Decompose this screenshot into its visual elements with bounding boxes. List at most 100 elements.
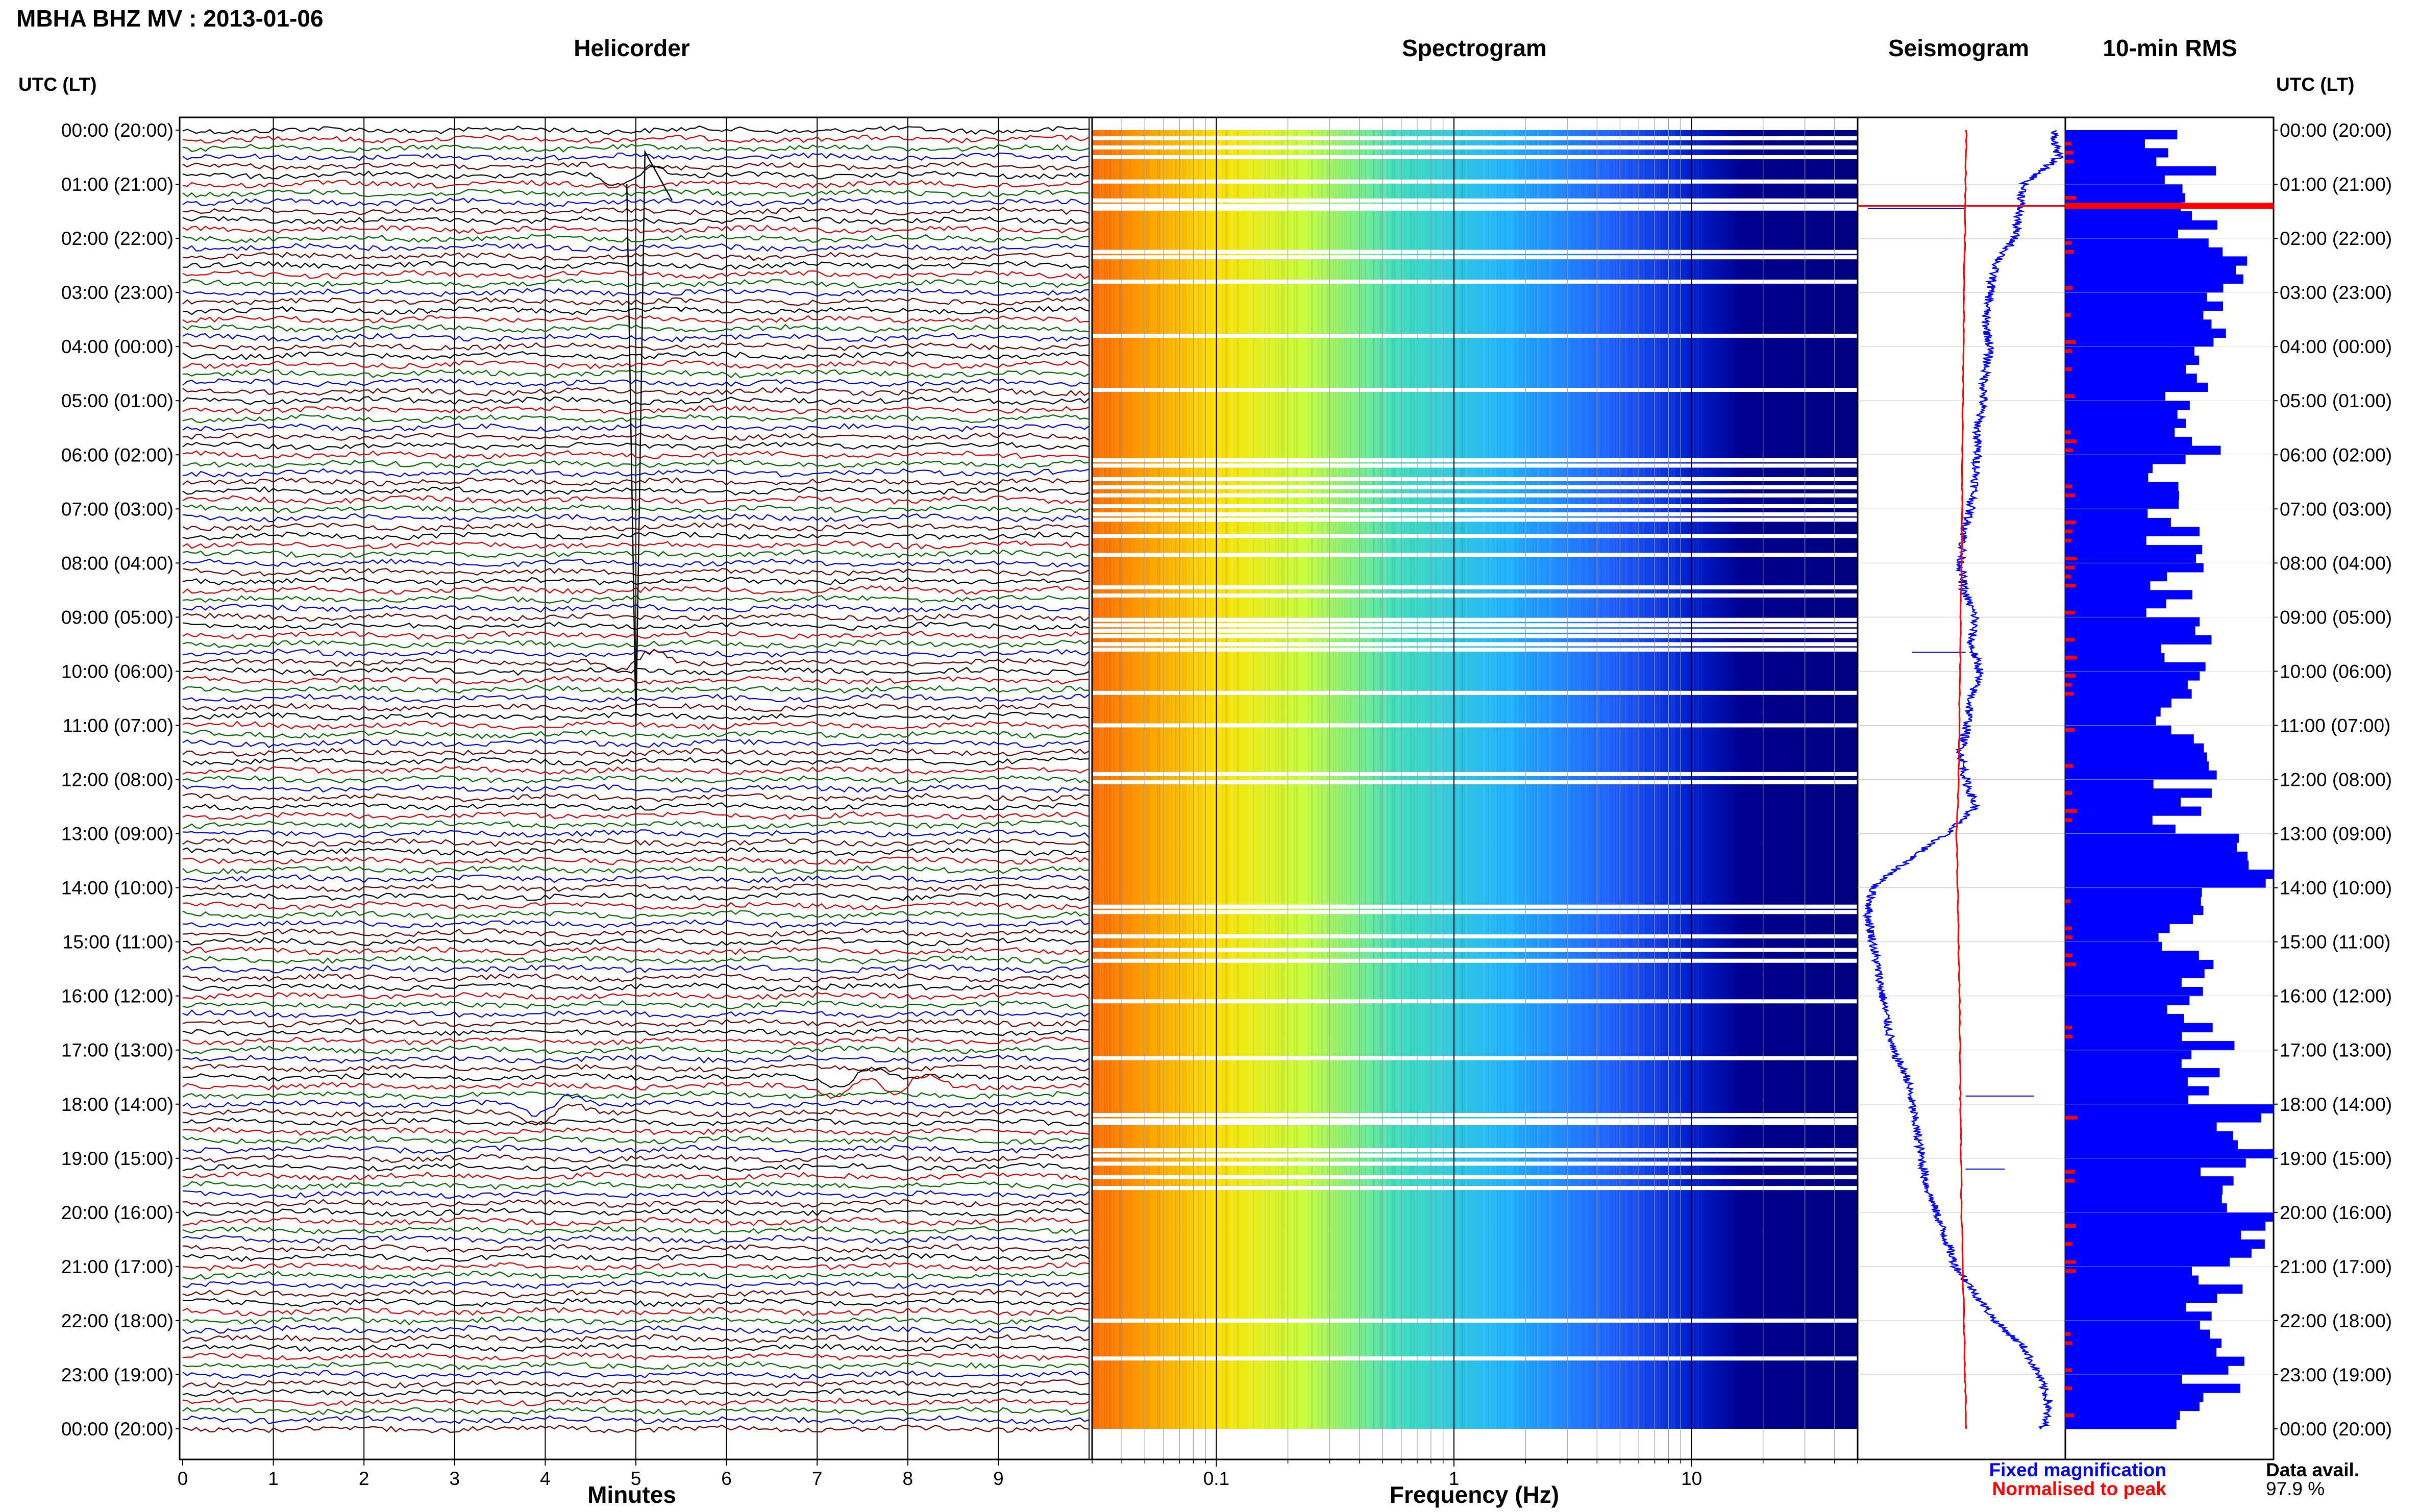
- spectrogram-texture: [1162, 130, 1164, 1429]
- rms-bar: [2065, 833, 2239, 843]
- spectrogram-texture: [1102, 130, 1103, 1429]
- helicorder-trace: [182, 333, 1090, 342]
- spectrogram-texture: [1339, 130, 1340, 1429]
- spectrogram-texture: [1625, 130, 1627, 1429]
- spectrogram-texture: [1281, 130, 1282, 1429]
- helicorder-trace: [182, 765, 1090, 775]
- rms-bar: [2065, 374, 2197, 383]
- spectrogram-texture: [1378, 130, 1379, 1429]
- spectrogram-texture: [1458, 130, 1459, 1429]
- helicorder-trace: [182, 811, 1090, 820]
- spectrogram-texture: [1368, 130, 1369, 1429]
- spectrogram-gap: [1092, 198, 1858, 203]
- spectrogram-texture: [1251, 130, 1252, 1429]
- spectrogram-texture: [1571, 130, 1572, 1429]
- spectrogram-texture: [1297, 130, 1298, 1429]
- spectrogram-texture: [1261, 130, 1263, 1429]
- spectrogram-texture: [1635, 130, 1636, 1429]
- legend-fixed: Fixed magnification: [1989, 1459, 2166, 1480]
- rms-bar: [2065, 752, 2207, 762]
- spectrogram-texture: [1467, 130, 1469, 1429]
- time-label-left: 04:00 (00:00): [61, 336, 174, 357]
- spectrogram-texture: [1346, 130, 1347, 1429]
- spectrogram-gap: [1092, 948, 1858, 952]
- time-label-right: 23:00 (19:00): [2280, 1365, 2392, 1385]
- spectrogram-texture: [1550, 130, 1552, 1429]
- helicorder-trace: [182, 522, 1090, 532]
- time-label-left: 15:00 (11:00): [63, 932, 174, 953]
- spectrogram-texture: [1180, 130, 1182, 1429]
- spectrogram-texture: [1577, 130, 1579, 1429]
- spectrogram-texture: [1600, 130, 1602, 1429]
- rms-normalised-bar: [2065, 1170, 2075, 1174]
- rms-bar: [2065, 527, 2200, 536]
- rms-bar: [2065, 626, 2195, 636]
- spectrogram-texture: [1656, 130, 1657, 1429]
- spectrogram-gap: [1092, 1153, 1858, 1158]
- helicorder-trace: [182, 1352, 1090, 1361]
- helicorder-trace: [182, 296, 1090, 306]
- rms-bar: [2065, 157, 2157, 167]
- spectrogram-texture: [1690, 130, 1691, 1429]
- spectrogram-texture: [1556, 130, 1558, 1429]
- rms-normalised-bar: [2065, 1116, 2078, 1120]
- rms-bar: [2065, 734, 2194, 744]
- spectrogram-texture: [1387, 130, 1388, 1429]
- spectrogram-texture: [1143, 130, 1145, 1429]
- spectrogram-texture: [1671, 130, 1672, 1429]
- spectrogram-texture: [1658, 130, 1660, 1429]
- spectrogram-texture: [1110, 130, 1112, 1429]
- rms-bar: [2065, 391, 2165, 401]
- spectrogram-texture: [1384, 130, 1386, 1429]
- rms-bar: [2065, 797, 2181, 807]
- rms-bar: [2065, 969, 2205, 978]
- helicorder-trace: [182, 225, 1090, 234]
- spectrogram-gap: [1092, 772, 1858, 776]
- rms-bar: [2065, 1203, 2227, 1213]
- rms-bar: [2065, 1131, 2234, 1141]
- rms-bar: [2065, 842, 2237, 852]
- spectrogram-texture: [1210, 130, 1212, 1429]
- rms-bar: [2065, 1284, 2243, 1294]
- spectrogram-gap: [1092, 517, 1858, 522]
- rms-bar: [2065, 635, 2212, 645]
- time-label-left: 19:00 (15:00): [61, 1148, 174, 1169]
- seismogram-header: Seismogram: [1888, 35, 2029, 61]
- helicorder-trace: [182, 188, 1090, 198]
- spectrogram-texture: [1106, 130, 1108, 1429]
- helicorder-trace: [182, 982, 1090, 992]
- rms-bar: [2065, 662, 2206, 672]
- rms-normalised-bar: [2065, 791, 2072, 795]
- rms-bar: [2065, 1366, 2229, 1375]
- spectrogram-texture: [1557, 130, 1558, 1429]
- spectrogram-gap: [1092, 593, 1858, 598]
- rms-bar: [2065, 473, 2149, 482]
- rms-normalised-bar: [2065, 1341, 2072, 1345]
- spectrogram-texture: [1219, 130, 1221, 1429]
- rms-normalised-bar: [2065, 575, 2071, 579]
- rms-normalised-bar: [2065, 1224, 2077, 1228]
- spectrogram-texture: [1549, 130, 1550, 1429]
- spectrogram-gap: [1092, 1161, 1858, 1166]
- rms-bar: [2065, 1401, 2200, 1411]
- helicorder-trace: [182, 802, 1090, 811]
- spectrogram-texture: [1520, 130, 1522, 1429]
- time-label-left: 11:00 (07:00): [63, 715, 174, 736]
- rms-bar: [2065, 1032, 2182, 1042]
- helicorder-trace: [182, 1090, 1090, 1100]
- spectrogram-texture: [1670, 130, 1672, 1429]
- helicorder-trace: [182, 865, 1090, 875]
- time-label-right: 06:00 (02:00): [2280, 444, 2392, 465]
- helicorder-trace: [182, 676, 1090, 685]
- spectrogram-texture: [1175, 130, 1177, 1429]
- rms-normalised-bar: [2065, 141, 2072, 146]
- rms-bar: [2065, 1275, 2199, 1285]
- rms-normalised-bar: [2065, 367, 2072, 371]
- rms-bar: [2065, 1185, 2223, 1195]
- rms-bar: [2065, 184, 2183, 194]
- spectrogram-texture: [1249, 130, 1251, 1429]
- spectrogram-texture: [1385, 130, 1386, 1429]
- helicorder-trace: [182, 360, 1090, 369]
- rms-normalised-bar: [2065, 935, 2073, 939]
